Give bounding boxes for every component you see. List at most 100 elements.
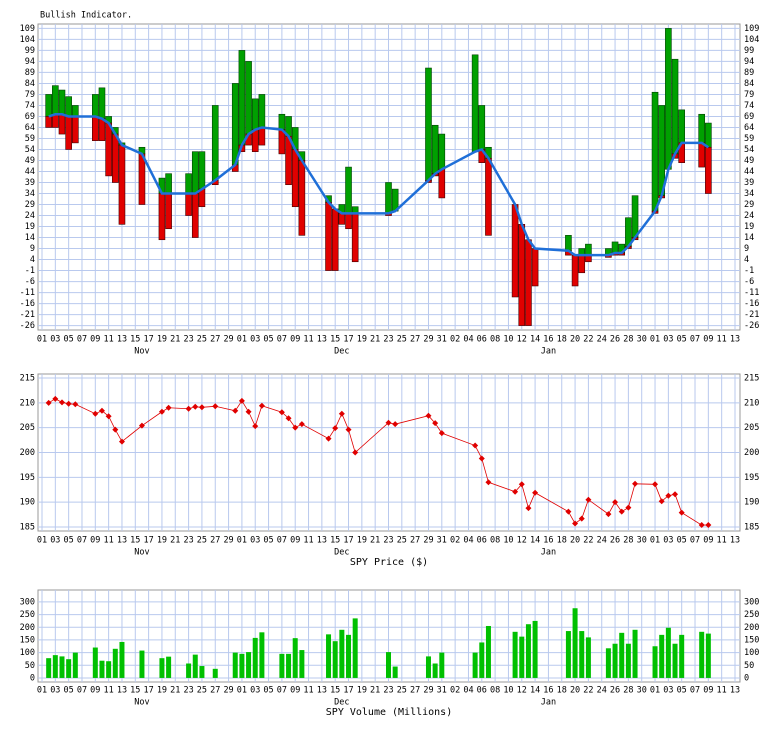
volume-bar [119,641,125,678]
x-tick-label: 01 [37,335,47,345]
volume-bar [246,652,252,678]
y-tick-label: 34 [25,189,35,199]
price-marker [605,511,612,518]
y-tick-label: 59 [744,134,754,144]
bear-bar [518,224,526,326]
price-marker [565,508,572,515]
bull-bar [478,105,486,150]
y-tick-label: 250 [744,610,759,620]
bear-bar [58,113,66,135]
volume-bar [532,620,538,678]
x-tick-label: 07 [277,335,287,345]
x-tick-label: 21 [370,335,380,345]
price-marker [385,419,392,426]
x-tick-label: 13 [730,686,740,696]
price-marker [112,426,119,433]
x-tick-label: 07 [277,536,287,546]
y-tick-label: 150 [744,635,759,645]
y-tick-label: 205 [744,423,759,433]
x-tick-label: 09 [290,536,300,546]
bear-bar [338,213,346,225]
y-tick-label: 39 [744,178,754,188]
price-marker [72,401,79,408]
x-tick-label: 15 [130,335,140,345]
x-tick-label: 23 [183,686,193,696]
x-tick-label: 20 [570,536,580,546]
volume-bar [632,629,638,678]
bear-bar [578,254,586,274]
price-marker [158,408,165,415]
y-tick-label: -11 [744,288,759,298]
y-tick-label: 200 [20,448,35,458]
volume-bar [432,663,438,678]
x-tick-label: 09 [90,536,100,546]
volume-bar [479,642,485,678]
volume-bar [99,660,105,678]
volume-bar [425,656,431,678]
x-tick-label: 27 [410,335,420,345]
bear-bar [285,135,292,186]
bear-bar [45,116,52,128]
y-tick-label: 190 [20,498,35,508]
price-marker [65,400,72,407]
bull-bar [438,133,446,170]
x-tick-label: 22 [583,335,593,345]
x-tick-label: 18 [557,335,567,345]
y-tick-label: 74 [744,101,754,111]
x-tick-label: 02 [450,686,460,696]
price-marker [345,426,352,433]
x-tick-label: 18 [557,536,567,546]
y-tick-label: 200 [744,623,759,633]
bear-bar [351,213,359,263]
volume-bar [159,658,165,678]
volume-bar [512,631,518,678]
price-marker [438,430,445,437]
bull-bar [258,94,266,128]
price-marker [612,499,619,506]
x-tick-label: 18 [557,686,567,696]
x-tick-label: 27 [210,335,220,345]
bull-bar [185,173,192,194]
y-tick-label: 150 [20,635,35,645]
x-tick-label: 01 [37,536,47,546]
price-marker [325,435,332,442]
y-tick-label: 215 [744,373,759,383]
x-tick-label: 31 [437,536,447,546]
x-tick-label: 07 [690,335,700,345]
x-tick-label: 10 [503,686,513,696]
x-tick-label: 12 [517,536,527,546]
x-tick-label: 01 [650,335,660,345]
y-tick-label: -16 [20,299,35,309]
bull-bar [251,98,259,130]
x-tick-label: 31 [437,686,447,696]
price-marker [705,522,712,529]
price-marker [532,489,539,496]
y-tick-label: 195 [744,473,759,483]
price-marker [512,488,519,495]
y-tick-label: -26 [744,321,759,331]
volume-bar [72,652,78,678]
x-tick-label: 13 [317,536,327,546]
x-tick-label: 14 [530,536,540,546]
x-tick-label: 17 [343,536,353,546]
y-tick-label: 100 [744,648,759,658]
price-marker [292,424,299,431]
x-tick-label: 19 [157,335,167,345]
x-tick-label: 01 [650,536,660,546]
x-tick-label: 14 [530,686,540,696]
y-tick-label: 99 [744,46,754,56]
x-tick-label: 13 [317,686,327,696]
y-tick-label: 300 [744,597,759,607]
y-tick-label: -26 [20,321,35,331]
x-tick-label: 15 [330,536,340,546]
x-tick-label: 13 [117,536,127,546]
x-tick-label: 11 [717,536,727,546]
volume-bar [386,652,391,678]
x-axis-label: SPY Price ($) [350,557,428,568]
y-tick-label: 49 [25,156,35,166]
price-marker [52,395,59,402]
x-tick-label: 07 [690,686,700,696]
y-tick-label: 29 [744,200,754,210]
bull-bar [52,85,59,115]
x-tick-label: 13 [117,335,127,345]
